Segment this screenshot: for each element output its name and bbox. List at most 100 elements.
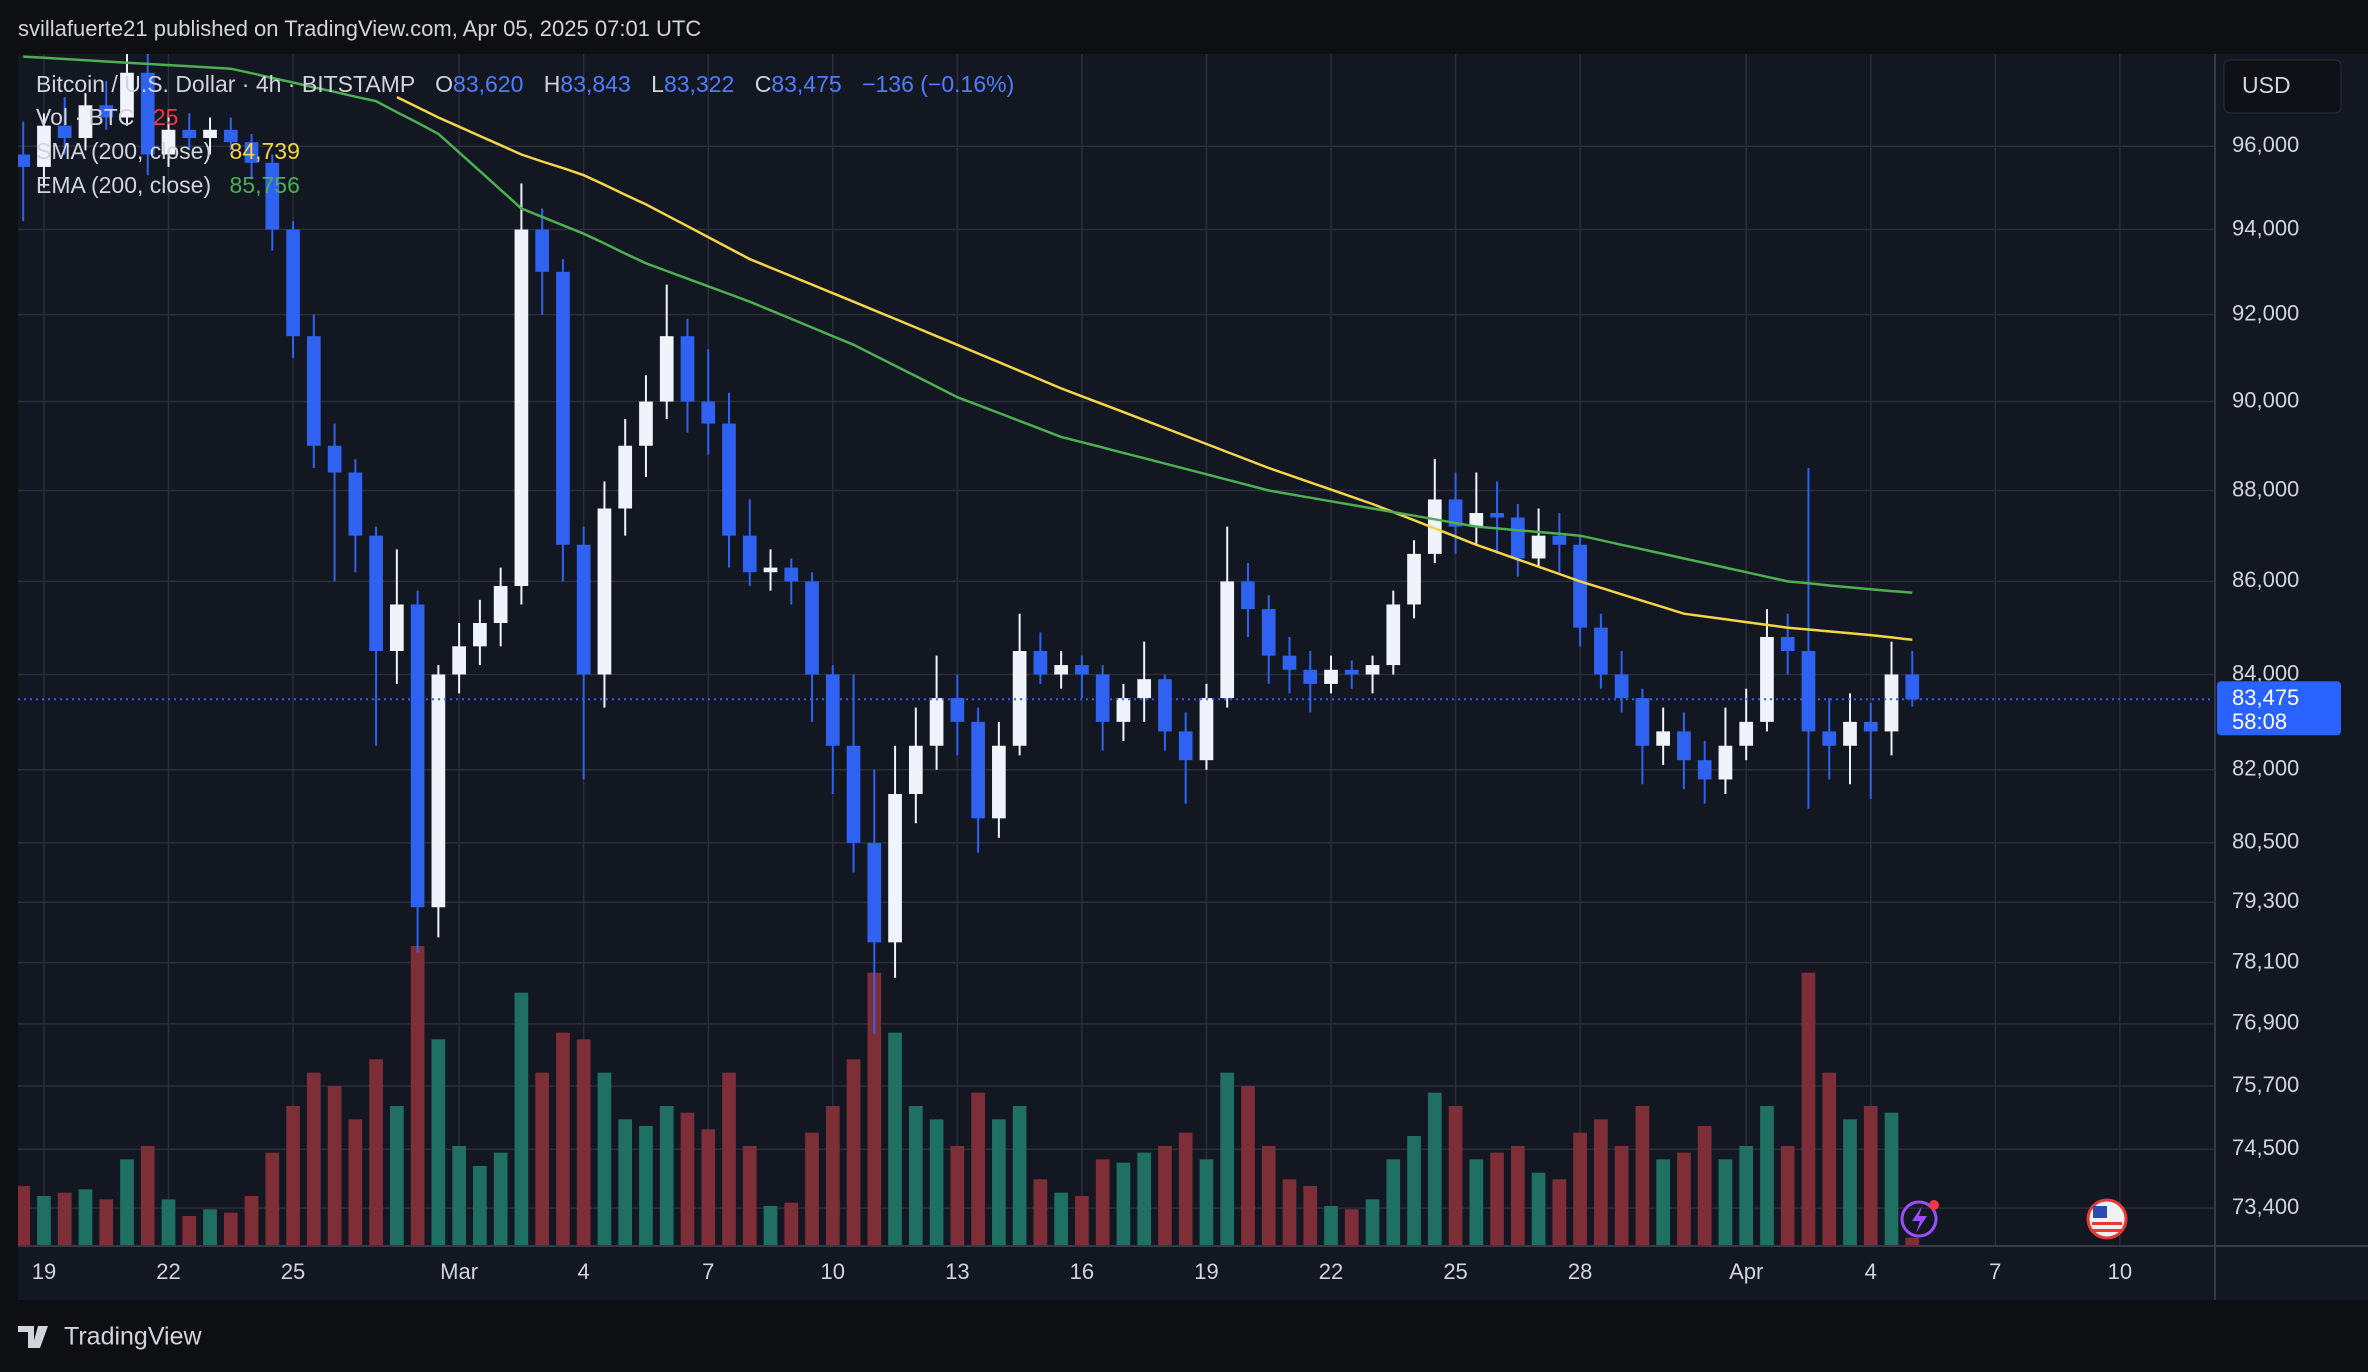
volume-bar bbox=[1386, 1159, 1401, 1246]
x-tick-label: 25 bbox=[1443, 1259, 1467, 1284]
volume-bar bbox=[1303, 1186, 1318, 1246]
candle-body bbox=[410, 604, 425, 908]
volume-bar bbox=[950, 1146, 965, 1246]
volume-bar bbox=[556, 1032, 570, 1246]
volume-bar bbox=[1261, 1146, 1276, 1246]
last-price-label: 83,475 bbox=[2232, 685, 2299, 710]
y-tick-label: 96,000 bbox=[2232, 132, 2299, 157]
candle-body bbox=[182, 129, 197, 139]
candle-body bbox=[223, 129, 238, 143]
x-tick-label: 22 bbox=[156, 1259, 180, 1284]
volume-bar bbox=[908, 1106, 923, 1246]
volume-bar bbox=[18, 1186, 31, 1246]
candle-body bbox=[535, 229, 550, 272]
candle-body bbox=[431, 674, 446, 908]
candle-body bbox=[1614, 674, 1629, 699]
legend-symbol-row: Bitcoin / U.S. Dollar · 4h · BITSTAMP O8… bbox=[36, 71, 1014, 97]
candle-body bbox=[473, 623, 487, 647]
ohlc-name: H bbox=[544, 71, 561, 97]
candle-body bbox=[929, 698, 944, 746]
lightning-icon[interactable] bbox=[1900, 1200, 1938, 1238]
moving-average-line bbox=[23, 55, 1913, 594]
axes: 96,000 94,000 92,000 90,000 88,000 86,000 84,0… bbox=[32, 132, 2341, 1284]
legend: Bitcoin / U.S. Dollar · 4h · BITSTAMP O8… bbox=[36, 71, 1014, 198]
y-tick-label: 74,500 bbox=[2232, 1135, 2299, 1160]
volume-bar bbox=[1822, 1072, 1837, 1246]
volume-bar bbox=[763, 1206, 778, 1246]
candle-body bbox=[286, 229, 300, 337]
flag-icon[interactable] bbox=[2086, 1198, 2128, 1240]
volume-bar bbox=[1905, 1237, 1920, 1246]
candle-body bbox=[846, 745, 861, 843]
candle-body bbox=[1510, 517, 1525, 559]
candle-body bbox=[514, 229, 529, 586]
logo bbox=[18, 1326, 48, 1348]
candle-body bbox=[1137, 679, 1152, 699]
volume-bar bbox=[846, 1059, 861, 1246]
candle-body bbox=[57, 125, 72, 139]
ema-name: EMA (200, close) bbox=[36, 172, 211, 198]
candle-body bbox=[244, 142, 259, 163]
volume-bar bbox=[1760, 1106, 1774, 1246]
volume-bar bbox=[37, 1196, 51, 1246]
candle-body bbox=[784, 567, 799, 582]
candle-body bbox=[1386, 604, 1401, 666]
candle-body bbox=[1365, 665, 1380, 675]
candle-body bbox=[805, 581, 819, 675]
candle-body bbox=[369, 535, 383, 652]
currency[interactable]: USD bbox=[2242, 72, 2291, 98]
volume-bar bbox=[1469, 1159, 1484, 1246]
volume-bar bbox=[452, 1146, 466, 1246]
x-tick-label: 22 bbox=[1319, 1259, 1343, 1284]
last-price-box bbox=[2217, 681, 2341, 736]
volume-bar bbox=[722, 1072, 736, 1246]
candle-body bbox=[265, 162, 280, 230]
y-tick-label: 88,000 bbox=[2232, 476, 2299, 501]
candle-body bbox=[825, 674, 840, 746]
candle-body bbox=[1469, 512, 1484, 527]
x-tick-label: 4 bbox=[578, 1259, 590, 1284]
footer: TradingView bbox=[18, 1323, 203, 1351]
candle-body bbox=[722, 423, 736, 536]
volume-bar bbox=[473, 1166, 487, 1246]
candle-body bbox=[1075, 665, 1089, 675]
candle-body bbox=[701, 401, 716, 424]
candle-body bbox=[1427, 499, 1442, 554]
volume-bar bbox=[1137, 1152, 1152, 1246]
candle-body bbox=[1303, 669, 1318, 684]
volume-bar bbox=[1718, 1159, 1733, 1246]
volume-bar bbox=[1510, 1146, 1525, 1246]
candle-body bbox=[1324, 669, 1338, 684]
currency-box[interactable] bbox=[2223, 59, 2342, 114]
candle-body bbox=[161, 129, 176, 155]
x-tick-label: 16 bbox=[1070, 1259, 1094, 1284]
candle-body bbox=[1054, 665, 1068, 675]
candle-body bbox=[1033, 651, 1048, 675]
flag-stripe bbox=[2092, 1222, 2122, 1225]
candle-body bbox=[37, 125, 51, 167]
candle-body bbox=[1697, 760, 1712, 780]
volume-bar bbox=[1448, 1106, 1463, 1246]
volume-bar bbox=[140, 1146, 155, 1246]
candle-body bbox=[1282, 655, 1297, 670]
candle-body bbox=[639, 401, 653, 446]
x-tick-label: 10 bbox=[821, 1259, 845, 1284]
candle-body bbox=[1552, 535, 1567, 545]
candle-body bbox=[1635, 698, 1650, 746]
volume-bar bbox=[244, 1196, 259, 1246]
x-tick-label: Mar bbox=[440, 1259, 478, 1284]
volume-bar bbox=[1220, 1072, 1235, 1246]
candle-body bbox=[18, 154, 31, 167]
candle-body bbox=[1241, 581, 1255, 610]
moving-average-line bbox=[396, 95, 1913, 642]
volume-bar bbox=[1427, 1092, 1442, 1246]
volume-bar bbox=[1573, 1132, 1587, 1246]
candle-body bbox=[888, 793, 902, 943]
candle-body bbox=[120, 72, 134, 118]
volume-bar bbox=[182, 1216, 197, 1246]
price-pane bbox=[18, 54, 2215, 1035]
volume-bar bbox=[659, 1106, 674, 1246]
candle-body bbox=[1677, 731, 1691, 761]
volume-bar bbox=[120, 1159, 134, 1246]
volume-bar bbox=[1365, 1199, 1380, 1246]
